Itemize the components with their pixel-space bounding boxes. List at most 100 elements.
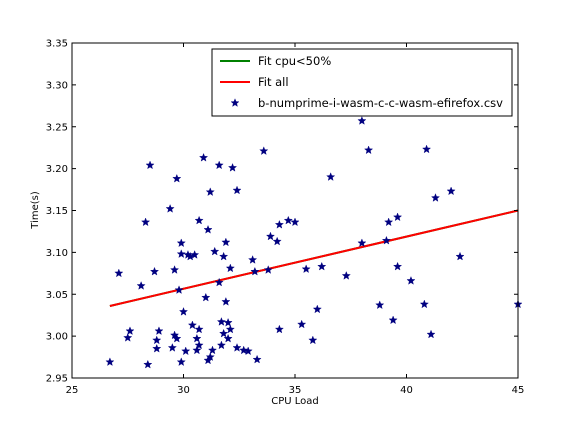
data-point (143, 359, 153, 369)
data-point (357, 116, 367, 125)
data-point (393, 261, 403, 271)
data-point (375, 300, 385, 309)
data-point (232, 343, 242, 352)
data-point (190, 250, 200, 259)
data-point (252, 354, 262, 364)
data-point (341, 271, 351, 280)
legend-star-swatch (230, 98, 240, 107)
data-point (219, 328, 229, 338)
y-tick-label: 3.25 (46, 122, 68, 133)
data-point (422, 144, 432, 154)
data-point (301, 264, 311, 273)
data-point (357, 238, 367, 248)
data-point (154, 326, 164, 335)
data-point (176, 238, 186, 248)
x-tick-label: 45 (512, 385, 525, 396)
data-point (207, 345, 218, 355)
data-point (265, 231, 275, 241)
data-point (326, 172, 336, 181)
data-point (297, 319, 307, 329)
data-point (364, 145, 374, 155)
x-tick-label: 25 (66, 385, 79, 396)
data-point (141, 217, 151, 227)
data-point (272, 236, 282, 246)
data-point (216, 340, 226, 350)
data-point (174, 285, 184, 294)
data-point (384, 217, 394, 227)
data-point (199, 152, 209, 162)
legend-box (211, 48, 513, 117)
data-point (455, 251, 465, 261)
data-point (259, 146, 269, 155)
data-point (446, 186, 456, 196)
data-point (312, 304, 322, 314)
data-point (388, 315, 398, 325)
data-point (123, 333, 133, 342)
y-tick-label: 3.05 (46, 290, 68, 301)
y-tick-label: 3.35 (46, 39, 68, 50)
data-point (290, 217, 300, 227)
data-point (263, 265, 273, 274)
data-point (187, 320, 197, 330)
data-point (274, 324, 284, 334)
y-tick-label: 3.15 (46, 206, 68, 217)
data-point (406, 276, 416, 285)
data-point (201, 292, 211, 302)
x-tick-label: 40 (400, 385, 413, 396)
y-tick-label: 2.95 (46, 374, 68, 385)
data-point (192, 345, 202, 355)
x-axis-label: CPU Load (271, 396, 319, 407)
data-point (152, 335, 162, 345)
y-tick-label: 3.20 (46, 164, 68, 175)
data-point (105, 357, 115, 366)
data-point (152, 343, 162, 353)
data-point (170, 265, 180, 274)
data-point (172, 333, 182, 343)
data-point (167, 343, 177, 352)
data-point (239, 345, 249, 355)
data-point (225, 324, 235, 334)
data-point (194, 340, 204, 350)
data-point (221, 237, 231, 247)
data-point (181, 346, 191, 356)
data-point (125, 326, 135, 335)
data-point (317, 261, 327, 271)
data-point (203, 225, 213, 234)
data-point (214, 160, 224, 170)
data-point (430, 193, 441, 202)
data-point (419, 299, 429, 309)
legend-entry: b-numprime-i-wasm-c-c-wasm-efirefox.csv (258, 96, 503, 110)
data-point (178, 307, 189, 316)
data-point (283, 215, 293, 225)
data-point (393, 212, 403, 222)
data-point (243, 346, 253, 356)
data-point (172, 173, 182, 183)
data-point (136, 281, 146, 290)
data-point (205, 352, 215, 361)
data-point (274, 219, 284, 229)
data-point (176, 249, 186, 258)
data-point (308, 335, 318, 345)
y-axis-label: Time(s) (30, 191, 41, 230)
data-point (219, 251, 229, 261)
x-tick-label: 30 (177, 385, 190, 396)
data-point (145, 160, 155, 170)
data-point (250, 266, 260, 276)
data-point (194, 324, 204, 334)
data-point (194, 215, 204, 225)
y-tick-label: 3.30 (46, 80, 68, 91)
data-point (426, 329, 436, 339)
axis-ticks: 25 30 35 40 45 2.95 3.00 3.05 3.10 3.15 3.20 3.25 3.… (46, 39, 525, 397)
data-point (228, 163, 238, 172)
data-point (223, 317, 233, 327)
data-point (248, 255, 258, 264)
data-point (232, 185, 242, 195)
legend-entry: Fit cpu<50% (258, 54, 331, 68)
data-point (149, 266, 160, 276)
data-point (176, 357, 186, 366)
x-tick-label: 35 (289, 385, 302, 396)
data-point (214, 277, 224, 287)
data-point (225, 263, 235, 273)
data-point (205, 187, 215, 196)
